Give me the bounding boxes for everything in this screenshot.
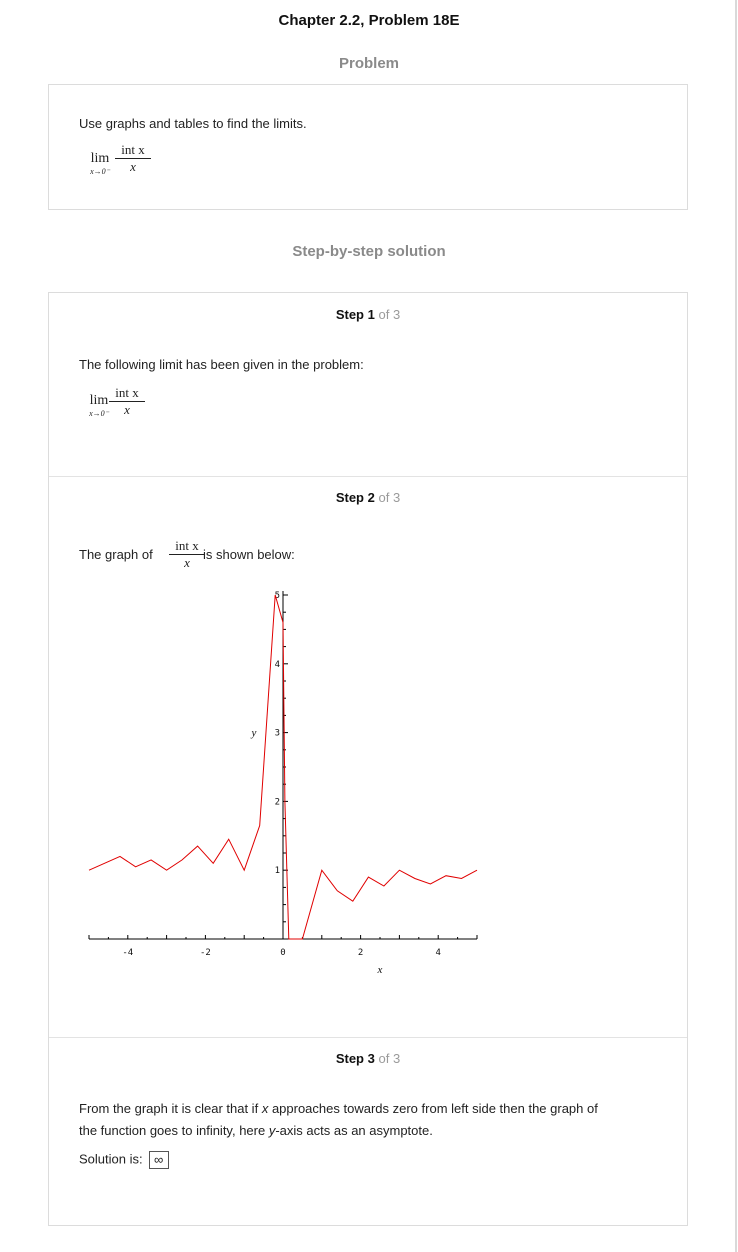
step-word: Step (335, 307, 364, 322)
y-tick-label: 1 (275, 866, 280, 876)
problem-limit-operator: lim x→0⁻ (83, 151, 117, 176)
step-of-total: of 3 (378, 490, 401, 505)
problem-fraction: int x x (115, 142, 151, 175)
step-2-text-after: is shown below: (203, 547, 295, 562)
step-1-label: Step 1 of 3 (49, 307, 687, 322)
step-2-text-before: The graph of (79, 547, 153, 562)
y-tick-label: 3 (275, 729, 280, 739)
solution-heading: Step-by-step solution (292, 243, 446, 260)
fraction-numerator: int x (115, 385, 139, 400)
fraction-numerator: int x (121, 142, 145, 157)
y-tick-label: 2 (275, 797, 280, 807)
x-tick-label: -2 (200, 948, 211, 958)
step-divider (49, 476, 687, 477)
y-axis-label: y (250, 727, 256, 739)
step-divider (49, 1037, 687, 1038)
fraction-bar (169, 554, 205, 555)
solution-line: Solution is: ∞ (79, 1151, 169, 1169)
x-axis-label: x (377, 964, 383, 976)
step-word: Step (335, 490, 364, 505)
step-3-label: Step 3 of 3 (49, 1051, 687, 1066)
problem-box: Use graphs and tables to find the limits… (48, 84, 688, 210)
solution-box: Step 1 of 3 The following limit has been… (48, 292, 688, 1226)
step-number: 1 (367, 307, 375, 322)
step-of-total: of 3 (378, 1051, 401, 1066)
y-tick-label: 4 (275, 660, 280, 670)
explanation-part: From the graph it is clear that if (79, 1101, 259, 1116)
lim-subscript: x→0⁻ (90, 167, 110, 176)
step-1-limit-operator: lim x→0⁻ (85, 393, 113, 418)
step-word: Step (335, 1051, 364, 1066)
solution-label: Solution is: (79, 1151, 143, 1167)
explanation-part: -axis acts as an asymptote. (275, 1123, 433, 1138)
x-tick-label: 0 (280, 948, 285, 958)
graph-tick-labels: -4 -2 0 2 4 1 2 3 4 5 (122, 591, 441, 958)
step-of-total: of 3 (378, 307, 401, 322)
fraction-numerator: int x (175, 538, 199, 553)
fraction-denominator: x (130, 159, 136, 174)
function-graph: -4 -2 0 2 4 1 2 3 4 5 x y (88, 591, 478, 976)
explanation-variable: x (261, 1101, 269, 1116)
explanation-part: approaches towards zero from left side t… (271, 1101, 598, 1116)
page-title: Chapter 2.2, Problem 18E (278, 12, 460, 29)
solution-answer-box: ∞ (148, 1151, 169, 1169)
lim-word: lim (89, 393, 109, 408)
graph-ticks (88, 594, 478, 939)
x-tick-label: -4 (122, 948, 133, 958)
explanation-part: the function goes to infinity, here (79, 1123, 266, 1138)
fraction-denominator: x (184, 555, 190, 570)
page-right-border (735, 0, 737, 1252)
step-1-text: The following limit has been given in th… (79, 357, 364, 372)
lim-subscript: x→0⁻ (89, 409, 109, 418)
step-2-label: Step 2 of 3 (49, 490, 687, 505)
explanation-variable: y (268, 1123, 276, 1138)
y-tick-label: 5 (275, 591, 280, 601)
fraction-bar (115, 158, 151, 159)
x-tick-label: 4 (435, 948, 440, 958)
step-number: 2 (367, 490, 375, 505)
problem-heading: Problem (338, 55, 399, 72)
lim-word: lim (90, 151, 110, 166)
fraction-denominator: x (124, 402, 130, 417)
fraction-bar (109, 401, 145, 402)
step-3-explanation: From the graph it is clear that if x app… (79, 1098, 664, 1142)
step-2-fraction: int x x (169, 538, 205, 571)
step-1-fraction: int x x (109, 385, 145, 418)
step-number: 3 (367, 1051, 375, 1066)
function-curve (88, 594, 478, 940)
graph-curves (88, 594, 478, 940)
x-tick-label: 2 (358, 948, 363, 958)
problem-instruction: Use graphs and tables to find the limits… (79, 116, 307, 131)
